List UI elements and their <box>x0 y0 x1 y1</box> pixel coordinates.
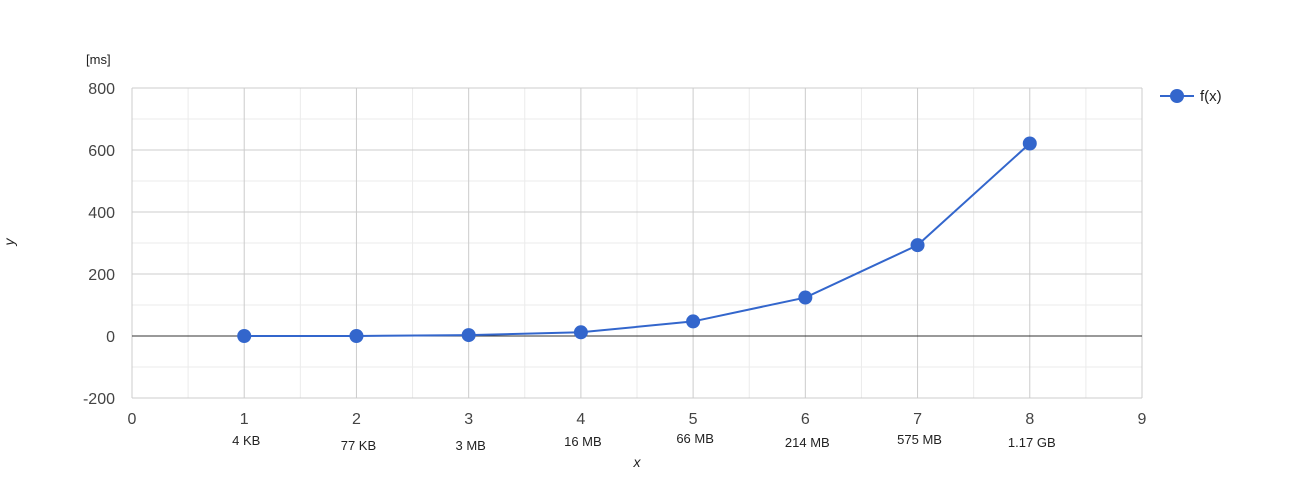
y-tick-label: 200 <box>88 267 115 284</box>
size-label: 3 MB <box>455 438 485 453</box>
data-point <box>349 329 364 343</box>
x-tick-label: 2 <box>352 411 361 428</box>
data-point <box>798 290 813 305</box>
data-point <box>573 325 588 340</box>
y-tick-label: 800 <box>88 81 115 98</box>
size-labels: 4 KB 77 KB 3 MB 16 MB 66 MB 214 MB 575 MB 1.17 … <box>232 431 1056 453</box>
series-layer <box>237 136 1037 343</box>
y-tick-label: -200 <box>83 391 115 408</box>
x-tick-label: 1 <box>240 411 249 428</box>
legend-label: f(x) <box>1200 88 1222 105</box>
size-label: 214 MB <box>785 435 830 450</box>
y-unit-label: [ms] <box>86 52 111 67</box>
x-axis-title: x <box>633 454 642 470</box>
size-label: 66 MB <box>676 431 714 446</box>
series-line <box>244 142 1031 337</box>
x-tick-label: 8 <box>1025 411 1034 428</box>
size-label: 4 KB <box>232 433 260 448</box>
x-tick-label: 9 <box>1138 411 1147 428</box>
legend: f(x) <box>1160 88 1222 105</box>
x-tick-label: 0 <box>128 411 137 428</box>
data-point <box>1022 136 1037 151</box>
x-tick-label: 7 <box>913 411 922 428</box>
y-tick-label: 600 <box>88 143 115 160</box>
data-point <box>910 238 925 253</box>
size-label: 575 MB <box>897 432 942 447</box>
x-tick-label: 4 <box>576 411 585 428</box>
y-tick-labels: -200 0 200 400 600 800 <box>83 81 115 408</box>
size-label: 16 MB <box>564 434 602 449</box>
y-tick-label: 0 <box>106 329 115 346</box>
size-label: 1.17 GB <box>1008 435 1056 450</box>
y-axis-title: y <box>1 238 17 247</box>
x-tick-label: 6 <box>801 411 810 428</box>
data-point <box>461 328 476 343</box>
x-tick-label: 5 <box>689 411 698 428</box>
major-gridlines <box>131 87 1143 399</box>
size-label: 77 KB <box>341 438 376 453</box>
data-point <box>686 314 701 329</box>
x-tick-label: 3 <box>464 411 473 428</box>
minor-gridlines <box>132 88 1142 398</box>
legend-marker <box>1170 89 1184 103</box>
x-tick-labels: 0 1 2 3 4 5 6 7 8 9 <box>128 411 1147 428</box>
y-tick-label: 400 <box>88 205 115 222</box>
data-point <box>237 329 252 343</box>
